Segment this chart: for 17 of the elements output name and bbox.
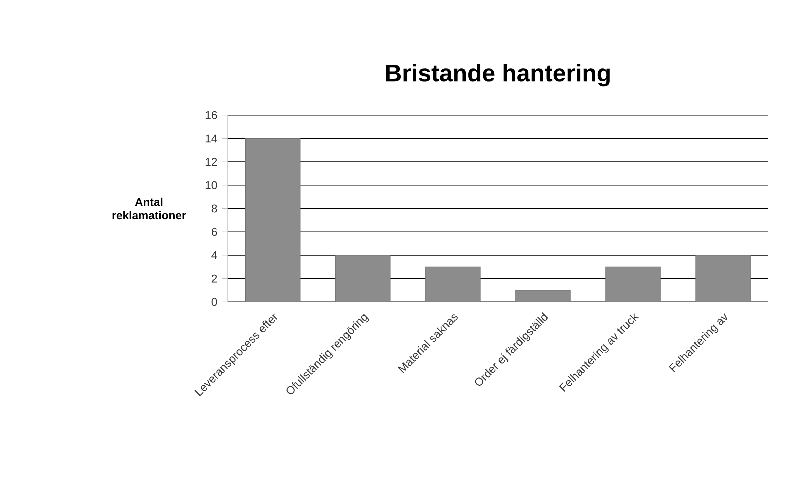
y-tick-label: 6 — [212, 228, 218, 236]
bar — [426, 266, 481, 302]
bar — [246, 138, 301, 302]
bar — [696, 255, 751, 302]
y-tick-label: 16 — [206, 111, 218, 120]
y-tick-label: 0 — [212, 298, 218, 306]
bar — [336, 255, 391, 302]
y-tick-label: 8 — [212, 204, 218, 213]
y-tick-label: 14 — [206, 134, 218, 143]
chart-title: Bristande hantering — [386, 64, 610, 87]
y-tick-label: 12 — [206, 158, 218, 166]
bar — [606, 266, 661, 302]
y-tick-label: 10 — [206, 181, 218, 190]
y-axis-title: Antal reklamationer — [112, 198, 186, 220]
y-tick-label: 4 — [212, 251, 218, 260]
y-tick-label: 2 — [212, 274, 218, 283]
bar — [516, 290, 571, 302]
